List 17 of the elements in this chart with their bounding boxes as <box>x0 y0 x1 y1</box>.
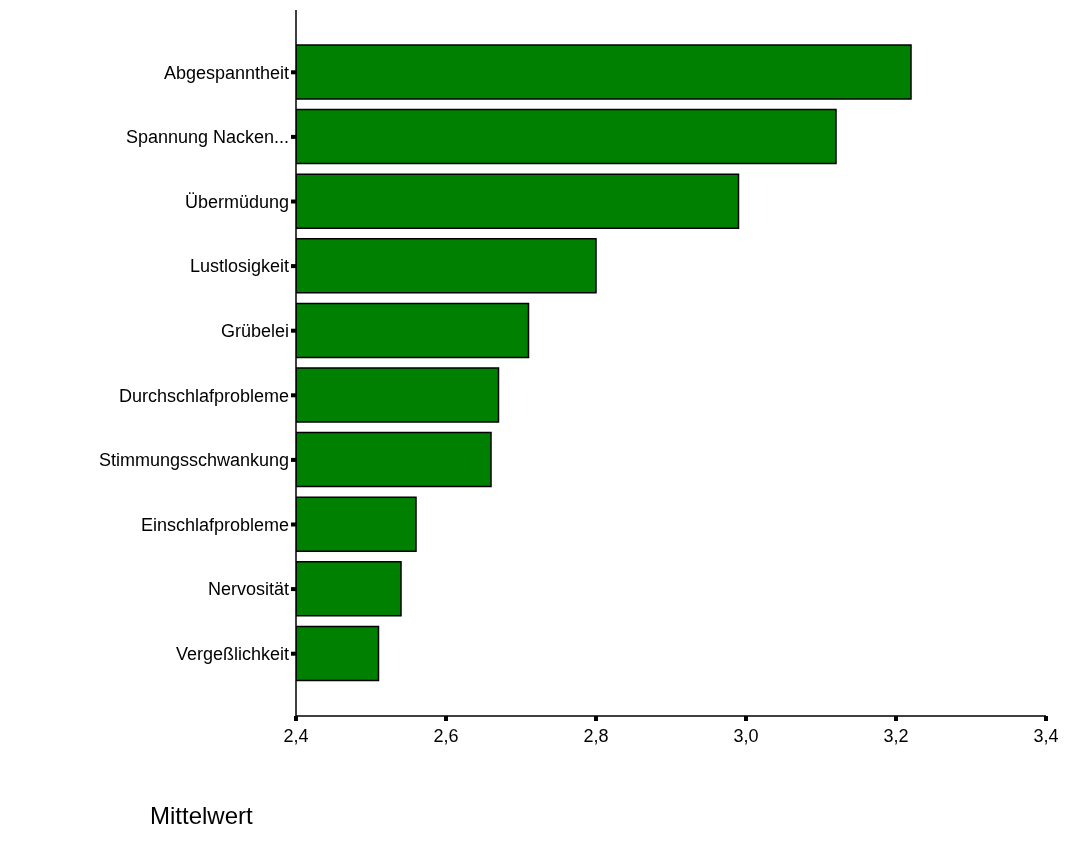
x-tick-label: 3,2 <box>883 725 909 746</box>
y-tick-label: Durchschlafprobleme <box>118 385 289 406</box>
y-tick-label: Übermüdung <box>184 191 289 212</box>
x-tick-label: 2,6 <box>433 725 459 746</box>
y-tick-label: Grübelei <box>220 321 289 342</box>
y-tick-label: Lustlosigkeit <box>189 256 289 277</box>
x-tick-label: 2,4 <box>283 725 309 746</box>
y-tick-label: Spannung Nacken... <box>125 127 289 148</box>
x-tick-label: 3,0 <box>733 725 759 746</box>
x-tick-label: 2,8 <box>583 725 609 746</box>
y-tick-label: Abgespanntheit <box>163 62 289 83</box>
x-axis-title: Mittelwert <box>150 802 253 830</box>
x-tick-label: 3,4 <box>1033 725 1059 746</box>
y-tick-label: Vergeßlichkeit <box>175 644 289 665</box>
y-tick-label: Stimmungsschwankung <box>98 450 289 471</box>
y-tick-label: Nervosität <box>207 579 289 600</box>
y-tick-label: Einschlafprobleme <box>140 514 289 535</box>
